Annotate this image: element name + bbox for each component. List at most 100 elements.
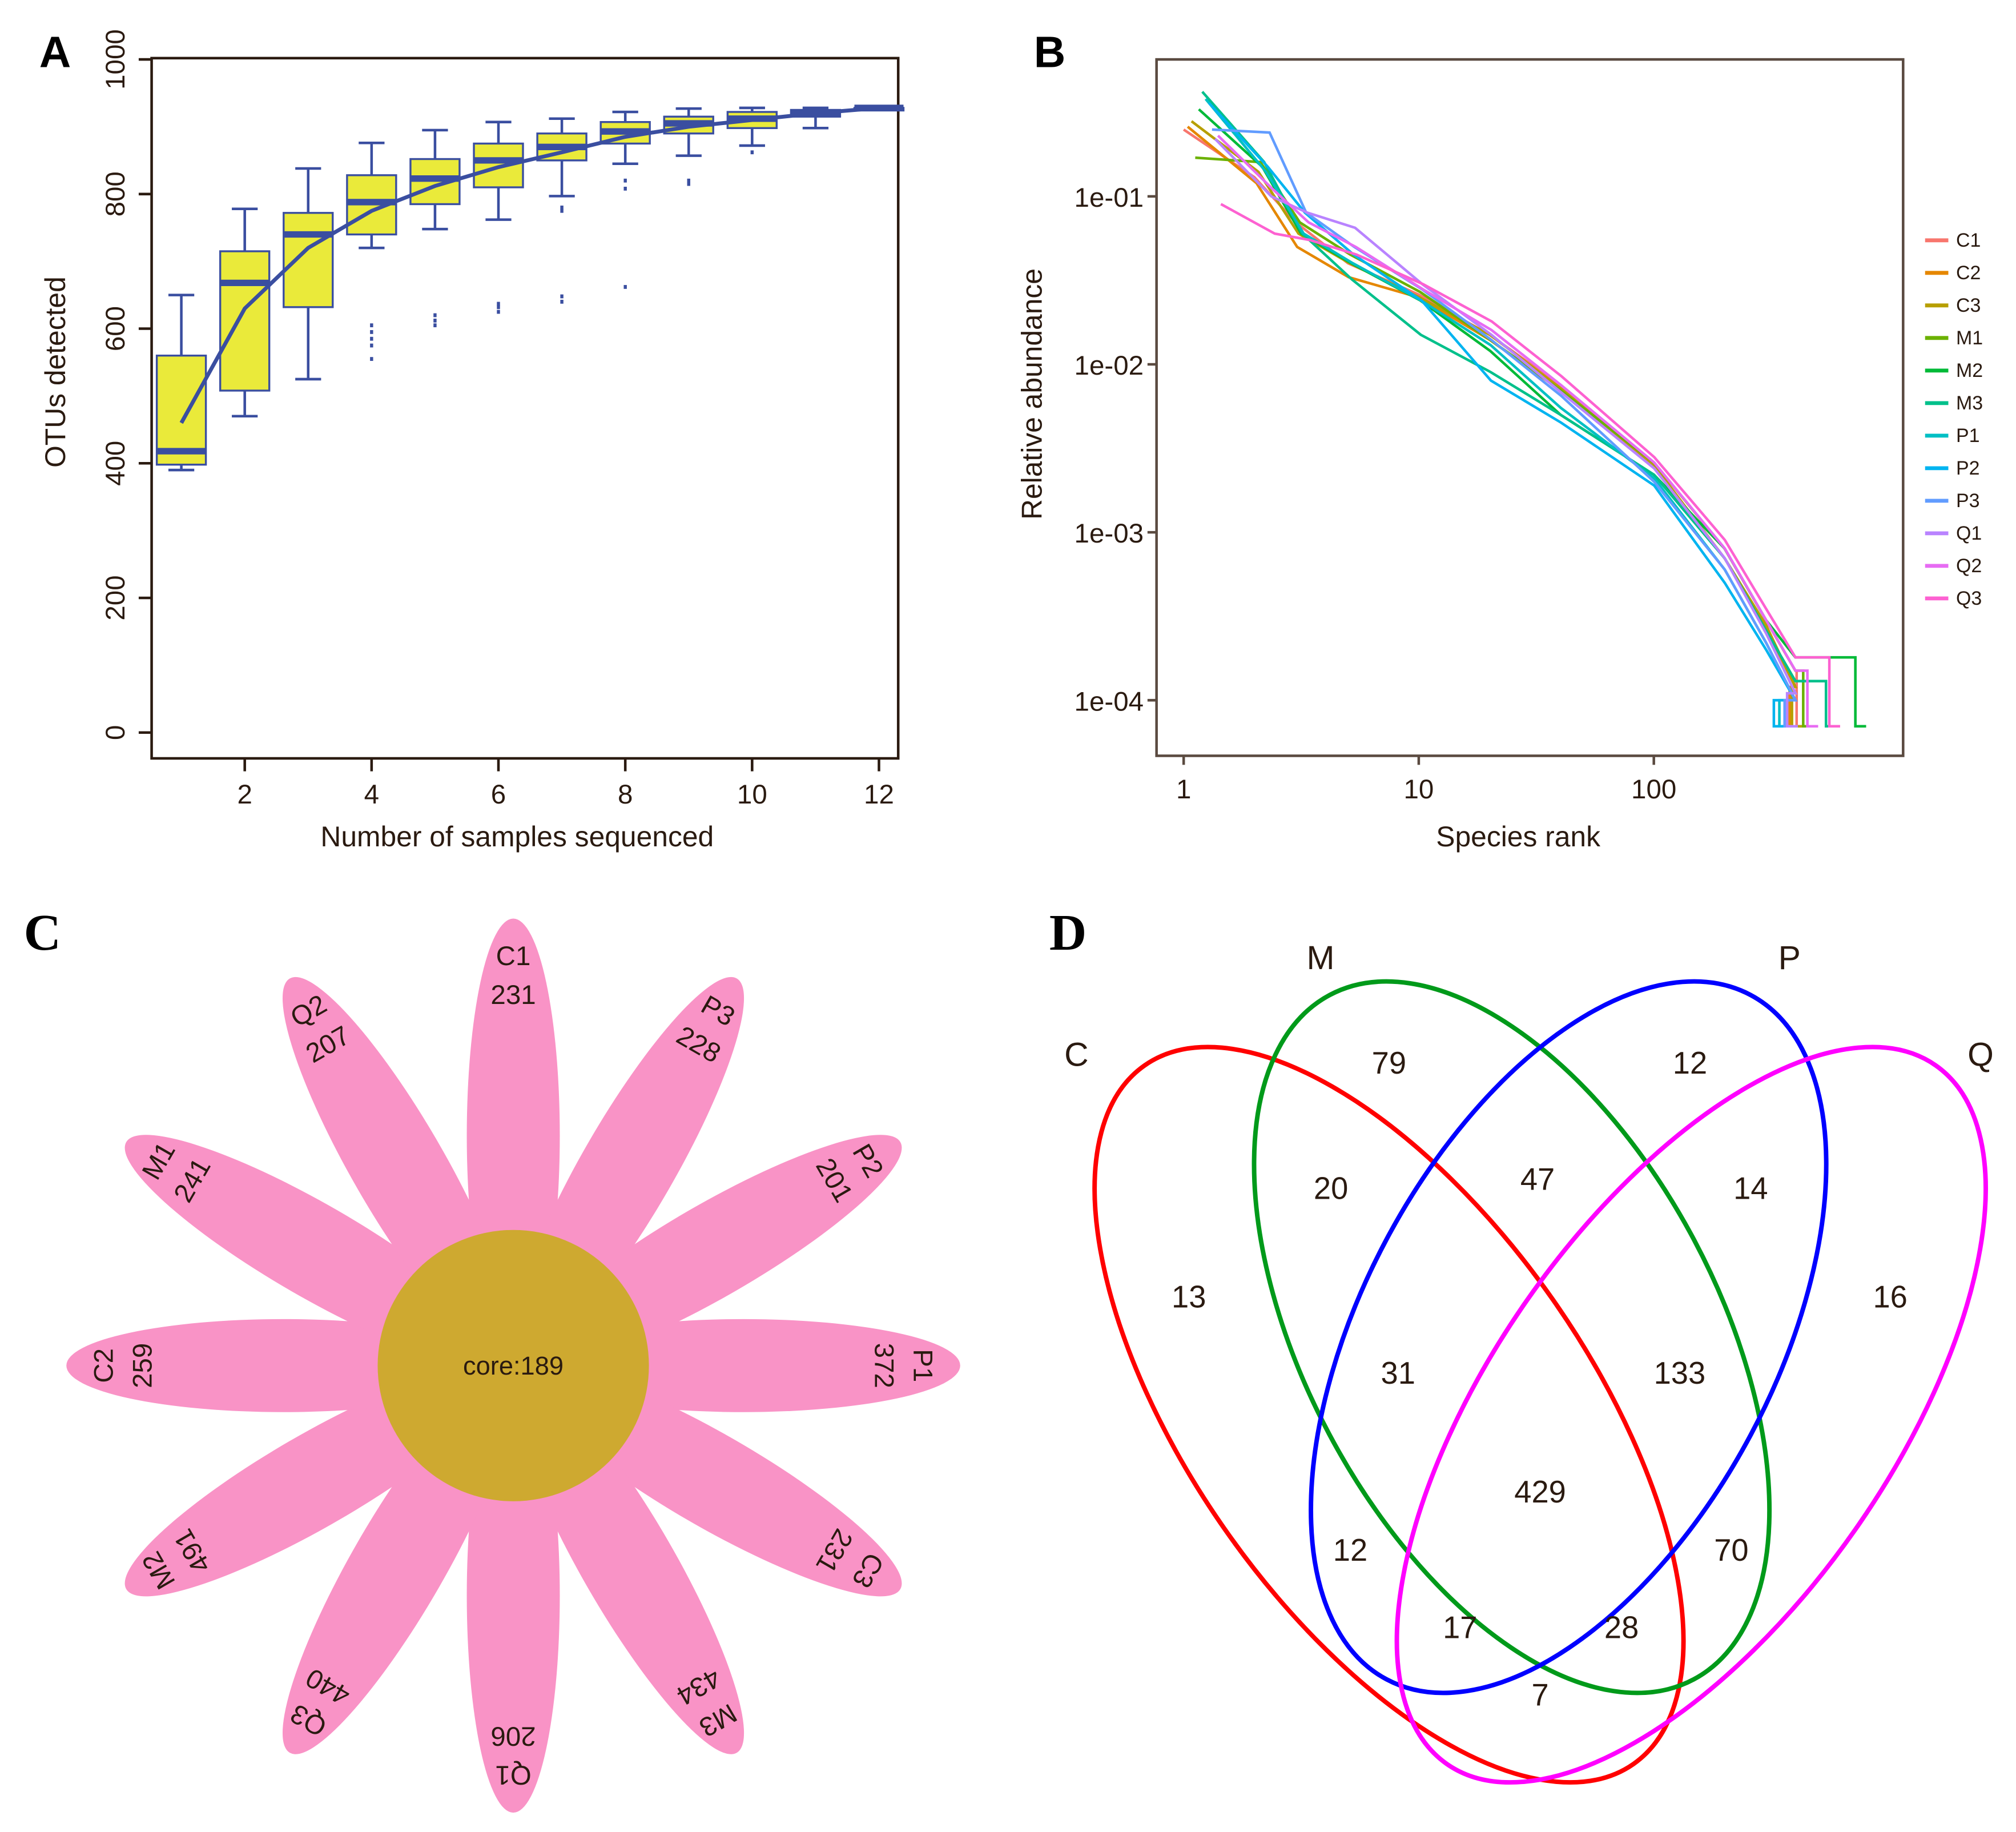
legend-label: M3 xyxy=(1956,392,1983,414)
set-ellipse-Q xyxy=(1394,1044,1988,1785)
outlier-point xyxy=(560,294,564,299)
panel-label-d: D xyxy=(1049,903,1087,961)
legend-label: Q2 xyxy=(1956,555,1982,577)
region-count: 70 xyxy=(1714,1533,1748,1568)
petal-name: Q1 xyxy=(495,1760,531,1790)
panel-label-a: A xyxy=(39,28,71,77)
outlier-point xyxy=(370,343,373,348)
outlier-point xyxy=(370,323,373,328)
x-tick-label: 10 xyxy=(737,780,767,810)
y-tick-label: 800 xyxy=(100,171,131,216)
legend-label: Q3 xyxy=(1956,588,1982,609)
outlier-point xyxy=(370,357,373,361)
series-line-C2 xyxy=(1186,126,1801,728)
x-tick-label: 4 xyxy=(364,780,379,810)
region-count: 16 xyxy=(1873,1279,1907,1314)
outlier-point xyxy=(623,178,627,183)
outlier-point xyxy=(623,285,627,289)
outlier-point xyxy=(497,302,500,306)
petal-value: 372 xyxy=(868,1343,899,1388)
y-tick-label: 1e-04 xyxy=(1075,686,1144,717)
x-tick-label: 2 xyxy=(237,780,252,810)
region-count: 17 xyxy=(1443,1610,1477,1645)
box xyxy=(219,250,271,392)
legend-label: P1 xyxy=(1956,425,1980,447)
x-tick-label: 6 xyxy=(491,780,506,810)
x-tick-label: 1 xyxy=(1176,774,1191,805)
petal-name: C1 xyxy=(496,941,531,971)
plot-frame xyxy=(150,57,900,760)
region-count: 79 xyxy=(1372,1046,1406,1080)
region-count: 7 xyxy=(1531,1677,1548,1712)
outlier-point xyxy=(687,182,690,186)
series-line-Q1 xyxy=(1214,138,1798,728)
region-count: 20 xyxy=(1314,1171,1348,1206)
legend-label: M2 xyxy=(1956,360,1983,381)
set-label-C: C xyxy=(1064,1036,1088,1073)
y-tick-label: 1e-03 xyxy=(1075,519,1144,549)
outlier-point xyxy=(560,208,564,213)
y-tick-label: 600 xyxy=(100,306,131,351)
core-circle xyxy=(377,1230,649,1501)
outlier-point xyxy=(623,186,627,191)
series-line-Q3 xyxy=(1220,203,1840,728)
y-tick-label: 1000 xyxy=(100,29,131,90)
series-line-P3 xyxy=(1212,128,1798,728)
plot-frame xyxy=(1155,58,1905,757)
y-axis-label: Relative abundance xyxy=(1016,268,1048,520)
mean-line xyxy=(179,106,899,424)
outlier-point xyxy=(497,310,500,314)
series-line-C1 xyxy=(1182,128,1808,728)
petal-name: P1 xyxy=(907,1349,937,1382)
legend-label: Q1 xyxy=(1956,523,1982,544)
petal-value: 231 xyxy=(490,980,536,1010)
outlier-point xyxy=(750,150,754,155)
legend-label: P3 xyxy=(1956,490,1980,512)
outlier-point xyxy=(433,319,437,323)
y-axis-label: OTUs detected xyxy=(39,276,71,468)
set-label-M: M xyxy=(1306,939,1334,977)
panel-label-c: C xyxy=(24,903,61,961)
set-label-P: P xyxy=(1778,939,1801,977)
region-count: 14 xyxy=(1733,1171,1768,1206)
region-count: 133 xyxy=(1654,1356,1706,1391)
set-ellipse-C xyxy=(1092,1044,1686,1785)
x-axis-label: Species rank xyxy=(1436,821,1600,853)
set-ellipse-P xyxy=(1309,979,1829,1696)
series-line-P2 xyxy=(1208,102,1798,728)
outlier-point xyxy=(433,313,437,318)
series-line-P1 xyxy=(1204,98,1798,728)
series-line-Q2 xyxy=(1217,134,1818,728)
region-count: 429 xyxy=(1514,1475,1566,1509)
y-tick-label: 0 xyxy=(100,725,131,740)
petal-value: 259 xyxy=(128,1343,158,1388)
box xyxy=(155,354,207,466)
region-count: 12 xyxy=(1333,1533,1367,1568)
petal-labels: C2 259 xyxy=(89,1343,158,1388)
box xyxy=(283,212,334,308)
y-tick-label: 400 xyxy=(100,441,131,486)
outlier-point xyxy=(497,305,500,310)
outlier-point xyxy=(560,205,564,210)
region-count: 28 xyxy=(1604,1610,1639,1645)
legend-label: M1 xyxy=(1956,327,1983,349)
legend-label: C3 xyxy=(1956,295,1981,316)
x-tick-label: 12 xyxy=(864,780,894,810)
series-line-C3 xyxy=(1190,120,1803,728)
petal-labels: P1 372 xyxy=(868,1343,937,1388)
panel-label-b: B xyxy=(1034,28,1066,77)
outlier-point xyxy=(687,178,690,183)
legend-label: C2 xyxy=(1956,262,1981,284)
panel-a-boxplot: Number of samples sequenced OTUs detecte… xyxy=(39,29,905,853)
petal-name: C2 xyxy=(89,1348,119,1383)
core-label: core:189 xyxy=(463,1351,564,1380)
outlier-point xyxy=(560,299,564,304)
x-axis-label: Number of samples sequenced xyxy=(320,821,714,853)
series-line-M3 xyxy=(1201,91,1837,728)
series-line-M1 xyxy=(1195,156,1814,728)
panel-d-venn: C M P Q 13 79 12 16 20 47 14 31 133 429 12 70 17 28 7 xyxy=(1064,939,1994,1785)
